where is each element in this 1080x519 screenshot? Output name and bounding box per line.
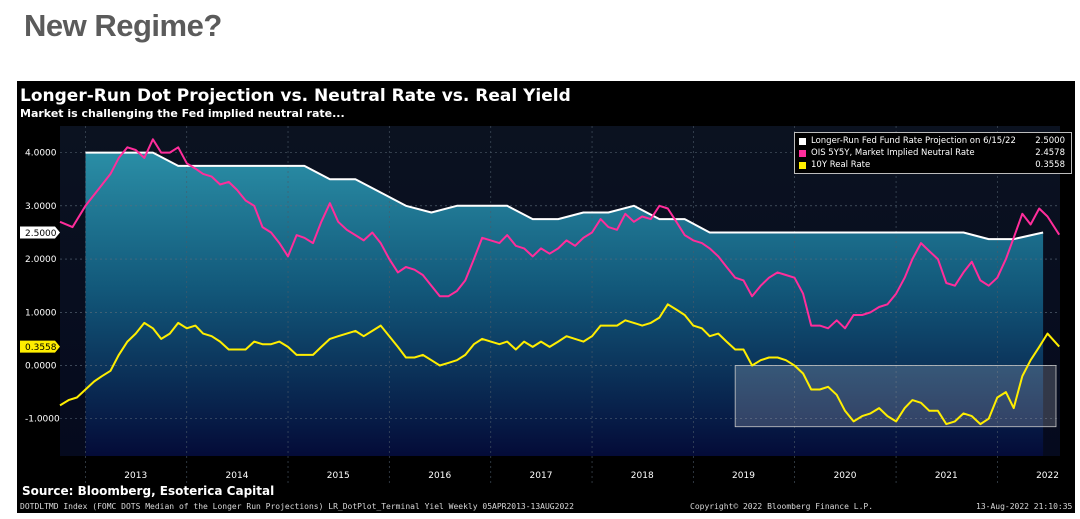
x-tick-label: 2022 xyxy=(1036,471,1059,481)
footer-timestamp: 13-Aug-2022 21:10:35 xyxy=(976,502,1073,511)
chart-title: Longer-Run Dot Projection vs. Neutral Ra… xyxy=(20,86,571,106)
legend-label: OIS 5Y5Y, Market Implied Neutral Rate xyxy=(811,148,975,158)
series-line-2 xyxy=(59,138,1061,330)
value-tag-label: 0.3558 xyxy=(25,343,57,353)
legend-value: 2.5000 xyxy=(1035,136,1065,146)
x-tick-label: 2019 xyxy=(732,471,755,481)
x-tick-label: 2021 xyxy=(935,471,958,481)
highlight-box xyxy=(734,365,1057,428)
legend-swatch-white xyxy=(799,138,806,145)
y-tick-label: 3.0000 xyxy=(25,202,57,212)
x-tick-label: 2020 xyxy=(834,471,857,481)
legend-value: 2.4578 xyxy=(1035,148,1065,158)
series-line-1 xyxy=(85,151,1044,241)
y-tick-label: 0.0000 xyxy=(25,362,57,372)
chart-source: Source: Bloomberg, Esoterica Capital xyxy=(22,484,275,498)
x-tick-label: 2013 xyxy=(124,471,147,481)
y-tick-label: 1.0000 xyxy=(25,308,57,318)
series-line-3 xyxy=(59,303,1060,426)
x-tick-label: 2017 xyxy=(530,471,553,481)
x-tick-label: 2014 xyxy=(226,471,249,481)
legend-label: Longer-Run Fed Fund Rate Projection on 6… xyxy=(811,136,1016,146)
legend-swatch-yellow xyxy=(799,162,806,169)
y-tick-label: -1.0000 xyxy=(25,415,60,425)
legend: Longer-Run Fed Fund Rate Projection on 6… xyxy=(794,132,1072,174)
footer-copyright: Copyright© 2022 Bloomberg Finance L.P. xyxy=(690,502,874,511)
x-tick-label: 2016 xyxy=(428,471,451,481)
y-tick-label: 2.0000 xyxy=(25,255,57,265)
legend-item-dot-projection: Longer-Run Fed Fund Rate Projection on 6… xyxy=(799,136,1067,148)
legend-item-ois: OIS 5Y5Y, Market Implied Neutral Rate 2.… xyxy=(799,148,1067,160)
value-tag xyxy=(20,340,60,353)
legend-swatch-pink xyxy=(799,150,806,157)
slide-title: New Regime? xyxy=(24,8,222,43)
value-tag xyxy=(20,226,60,239)
dot-projection-area xyxy=(85,152,1044,456)
x-axis-band xyxy=(60,456,1060,484)
value-tag-label: 2.5000 xyxy=(25,229,57,239)
x-tick-label: 2018 xyxy=(631,471,654,481)
legend-item-real-rate: 10Y Real Rate 0.3558 xyxy=(799,160,1067,172)
y-tick-label: 4.0000 xyxy=(25,149,57,159)
legend-label: 10Y Real Rate xyxy=(811,160,871,170)
footer-index-info: DOTDLTMD Index (FOMC DOTS Median of the … xyxy=(20,502,574,511)
legend-value: 0.3558 xyxy=(1035,160,1065,170)
chart-subtitle: Market is challenging the Fed implied ne… xyxy=(20,107,345,120)
x-tick-label: 2015 xyxy=(327,471,350,481)
